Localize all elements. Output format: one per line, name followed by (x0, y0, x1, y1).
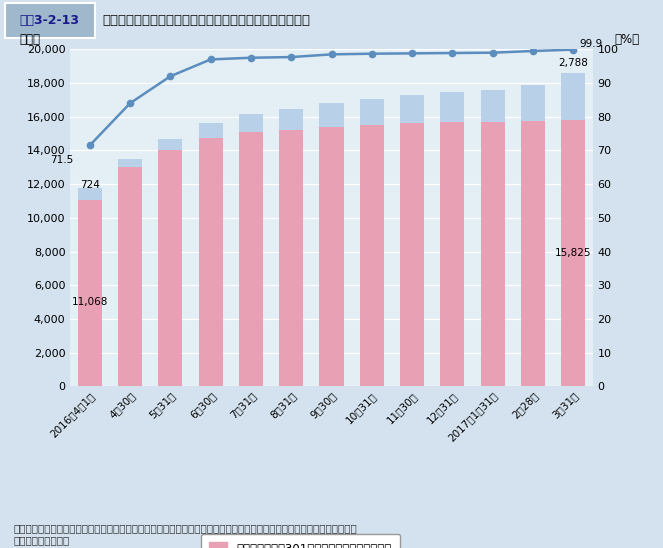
Text: 71.5: 71.5 (50, 156, 74, 165)
Text: 女性活躍推進法に基づく一般事業主行動計画策定届出状況: 女性活躍推進法に基づく一般事業主行動計画策定届出状況 (103, 14, 311, 27)
Bar (239, 113, 263, 132)
Bar (561, 119, 585, 386)
Text: 2,788: 2,788 (558, 58, 588, 67)
Bar (481, 90, 505, 122)
Bar (440, 92, 465, 122)
Bar (400, 95, 424, 123)
Bar (198, 123, 223, 138)
Text: 11,068: 11,068 (72, 298, 108, 307)
Text: 資料：厚生労働省雇用環境・均等局「女性活躍推進法に係る一般事業主行動計画策定届出状況」より厚生労働省政策統括官
付政策評価官室作成: 資料：厚生労働省雇用環境・均等局「女性活躍推進法に係る一般事業主行動計画策定届出… (13, 524, 357, 545)
FancyBboxPatch shape (5, 3, 95, 38)
Text: （社）: （社） (20, 33, 41, 46)
Bar (239, 132, 263, 386)
Bar (561, 73, 585, 119)
Bar (481, 122, 505, 386)
Text: （%）: （%） (615, 33, 639, 46)
Bar (118, 167, 142, 386)
Text: 724: 724 (80, 180, 99, 190)
Bar (360, 125, 384, 386)
Legend: 常時雇用労働者301人以上の届出企業（左軸）, 常時雇用労働者300人以下の届出企業（左軸）, 届出率（右軸）: 常時雇用労働者301人以上の届出企業（左軸）, 常時雇用労働者300人以下の届出… (202, 534, 400, 548)
Text: 15,825: 15,825 (555, 248, 591, 258)
Bar (440, 122, 465, 386)
Bar (320, 103, 343, 127)
Bar (279, 130, 303, 386)
Bar (521, 122, 545, 386)
Bar (521, 85, 545, 122)
Bar (78, 187, 102, 200)
Text: 図表3-2-13: 図表3-2-13 (20, 14, 80, 27)
Bar (78, 200, 102, 386)
Bar (118, 159, 142, 167)
Bar (158, 150, 182, 386)
Bar (279, 109, 303, 130)
Bar (198, 138, 223, 386)
Bar (320, 127, 343, 386)
Bar (158, 140, 182, 150)
Text: 99.9: 99.9 (579, 39, 603, 49)
Bar (400, 123, 424, 386)
Bar (360, 99, 384, 125)
